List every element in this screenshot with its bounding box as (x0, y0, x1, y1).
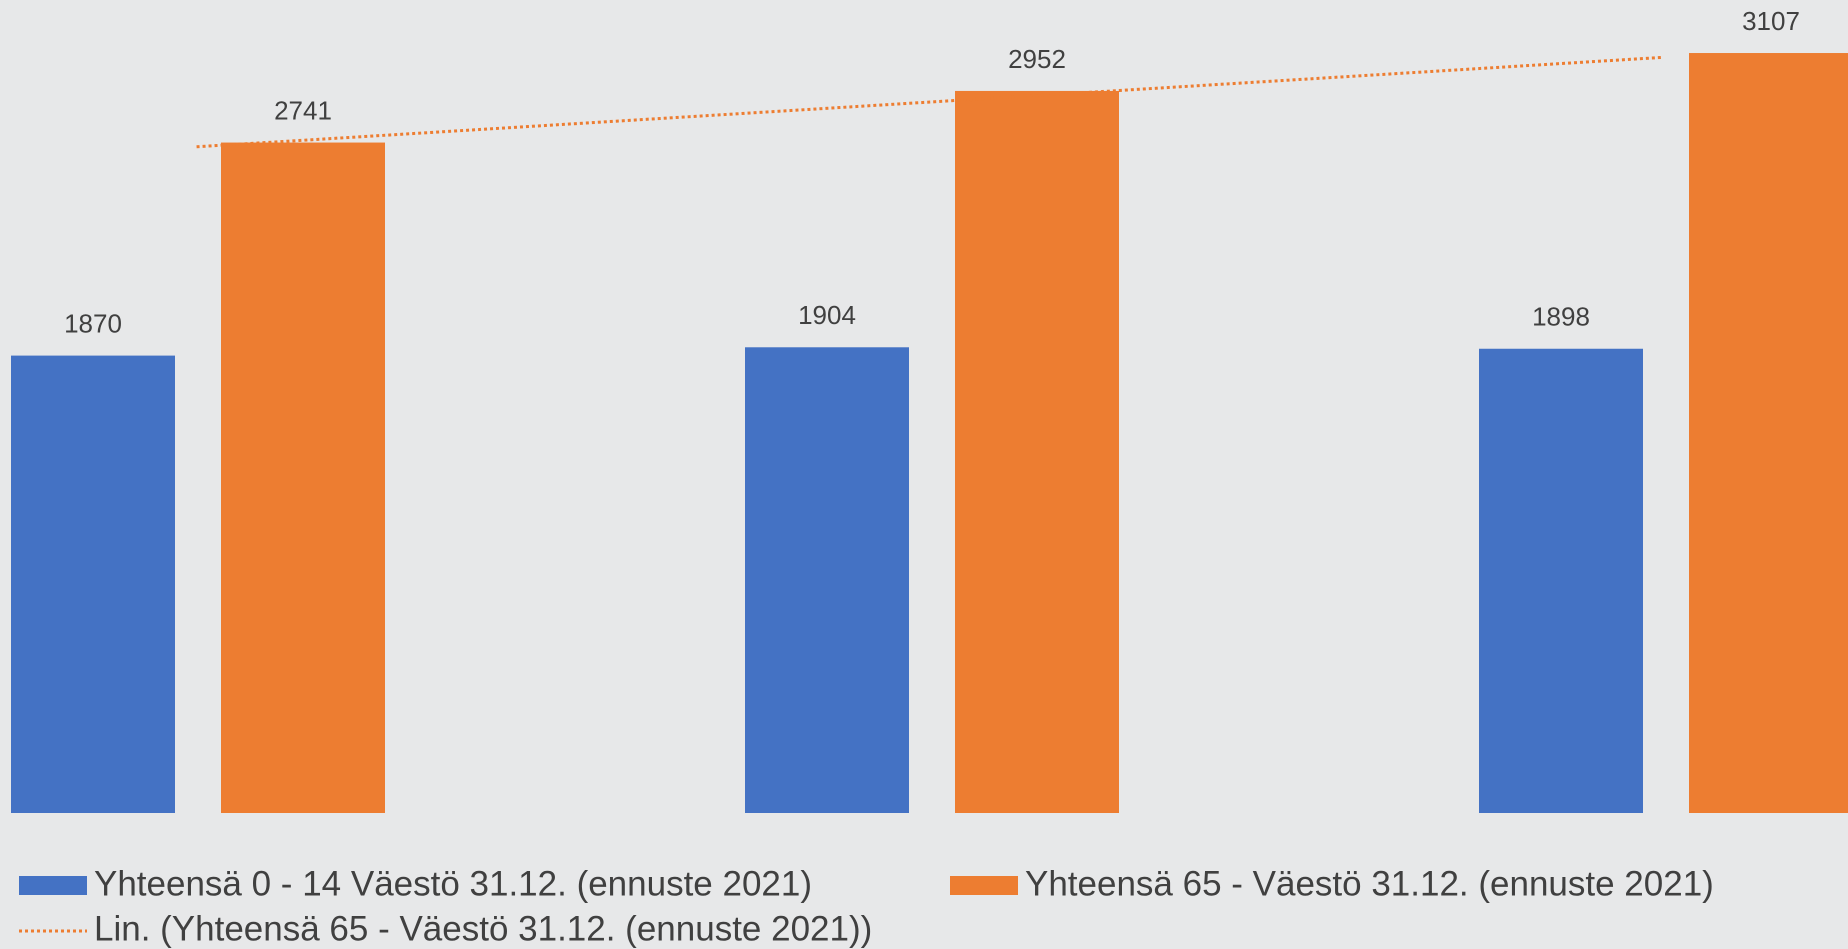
bar (221, 142, 385, 814)
data-label: 1904 (798, 300, 856, 330)
bar (955, 90, 1119, 814)
bar (745, 347, 909, 813)
legend-label: Yhteensä 65 - Väestö 31.12. (ennuste 202… (1025, 864, 1714, 903)
legend-swatch (950, 876, 1018, 895)
data-label: 2741 (274, 95, 332, 125)
trendline (196, 55, 1663, 149)
data-label: 1898 (1532, 302, 1590, 332)
bar (1479, 348, 1643, 813)
legend-swatch (19, 876, 87, 895)
data-label: 2952 (1008, 44, 1066, 74)
data-label: 1870 (64, 308, 122, 338)
data-label: 3107 (1742, 6, 1800, 36)
bar (11, 355, 175, 813)
legend-label: Lin. (Yhteensä 65 - Väestö 31.12. (ennus… (94, 909, 872, 948)
bar (1689, 53, 1848, 813)
legend-label: Yhteensä 0 - 14 Väestö 31.12. (ennuste 2… (94, 864, 812, 903)
